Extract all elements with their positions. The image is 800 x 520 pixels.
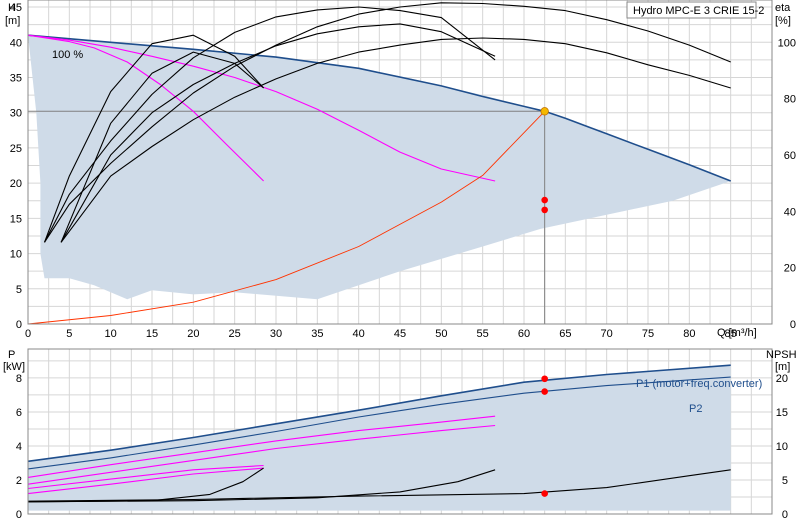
head-series-eff-8 (60, 23, 496, 243)
head-tick-label: 10 (10, 249, 22, 261)
power-envelope (28, 365, 731, 511)
power-series (27, 364, 731, 503)
head-chart-panel: 0 5 10 15 20 25 30 35 40 45 50 55 60 65 70 75 80 85 0 5 10 15… (5, 0, 796, 340)
power-series-curve-3 (27, 424, 496, 485)
power-marker-0 (541, 375, 548, 383)
x-tick-label: 20 (187, 328, 199, 340)
power-tick-label: 2 (16, 475, 22, 487)
x-tick-label: 30 (270, 328, 282, 340)
power-tick-label: 6 (16, 407, 22, 419)
head-tick-label: 15 (10, 213, 22, 225)
head-series-curve-1 (27, 34, 496, 182)
power-tick-label: 0 (16, 509, 22, 520)
head-tick-label: 35 (10, 72, 22, 84)
npsh-tick-label: 0 (782, 509, 788, 520)
x-tick-label: 65 (559, 328, 571, 340)
eta-tick-label: 80 (784, 94, 796, 106)
speed-label: 100 % (52, 49, 83, 61)
x-tick-label: 55 (477, 328, 489, 340)
series-label-p1: P1 (motor+freq.converter) (636, 378, 762, 390)
power-series-curve-4 (27, 464, 264, 490)
head-tick-label: 40 (10, 37, 22, 49)
head-tick-label: 20 (10, 178, 22, 190)
power-chart-panel: 0 2 4 6 8 0 5 10 15 20 P [kW] NPSH [m] P1 (motor+… (3, 348, 797, 520)
x-tick-label: 40 (353, 328, 365, 340)
chart-title: Hydro MPC-E 3 CRIE 15-2 (633, 5, 764, 17)
eta-tick-label: 40 (784, 206, 796, 218)
power-series-p2-1 (27, 376, 731, 470)
power-marker-1 (541, 388, 548, 395)
head-series-eff-9 (60, 51, 264, 243)
eff-marker-1 (541, 206, 548, 214)
eff-marker-0 (541, 196, 548, 204)
x-tick-label: 70 (601, 328, 613, 340)
x-tick-label: 45 (394, 328, 406, 340)
x-tick-label: 50 (435, 328, 447, 340)
head-ticks: 0 5 10 15 20 25 30 35 40 45 50 55 60 65 70 75 80 85 0 5 10 15… (10, 2, 796, 340)
head-plot-frame (27, 0, 773, 325)
head-series-main-0 (27, 34, 731, 182)
eta-tick-label: 0 (790, 319, 796, 331)
x-tick-label: 60 (518, 328, 530, 340)
head-tick-label: 0 (16, 319, 22, 331)
eta-axis-label: eta (775, 2, 791, 14)
duty-point (540, 107, 549, 116)
eta-tick-label: 20 (784, 263, 796, 275)
eta-axis-unit: [%] (775, 15, 791, 27)
head-series-eff-6 (43, 34, 265, 243)
power-series-eff-7 (27, 469, 496, 503)
power-series-eff-6 (27, 469, 731, 502)
x-tick-label: 85 (725, 328, 737, 340)
x-tick-label: 80 (683, 328, 695, 340)
head-series-eff-4 (44, 2, 731, 243)
head-operating-envelope (28, 35, 731, 300)
power-tick-label: 8 (16, 373, 22, 385)
npsh-axis-unit: [m] (775, 361, 790, 373)
power-marker-2 (541, 490, 548, 497)
head-tick-label: 5 (16, 284, 22, 296)
eta-tick-label: 100 (778, 37, 796, 49)
x-tick-label: 25 (229, 328, 241, 340)
head-axis-unit: [m] (5, 15, 20, 27)
head-series-eff-5 (44, 6, 496, 243)
head-series-eff-7 (60, 37, 731, 243)
power-ticks: 0 2 4 6 8 0 5 10 15 20 (16, 373, 788, 520)
eta-tick-label: 60 (784, 150, 796, 162)
x-tick-label: 10 (105, 328, 117, 340)
head-tick-label: 45 (10, 2, 22, 14)
x-tick-label: 35 (311, 328, 323, 340)
power-axis-unit: [kW] (3, 361, 25, 373)
head-envelope (28, 35, 731, 300)
power-tick-label: 4 (16, 441, 22, 453)
head-series-curve-2 (27, 34, 264, 182)
flow-axis-label: Q [m³/h] (717, 327, 757, 339)
power-series-curve-5 (27, 467, 264, 495)
npsh-tick-label: 20 (776, 373, 788, 385)
head-series (27, 2, 731, 325)
head-axis-label: H (8, 2, 16, 14)
power-series-eff-8 (27, 467, 264, 503)
power-axis-label: P (8, 349, 15, 361)
npsh-tick-label: 10 (776, 441, 788, 453)
power-plot-frame (27, 348, 773, 515)
power-operating-envelope (28, 365, 731, 511)
npsh-tick-label: 5 (782, 475, 788, 487)
power-series-curve-2 (27, 415, 496, 478)
head-series-system-3 (27, 110, 546, 325)
x-tick-label: 15 (146, 328, 158, 340)
x-tick-label: 0 (25, 328, 31, 340)
chart-title-box (626, 1, 757, 19)
x-tick-label: 5 (66, 328, 72, 340)
series-label-p2: P2 (689, 403, 702, 415)
head-tick-label: 25 (10, 143, 22, 155)
npsh-tick-label: 15 (776, 407, 788, 419)
npsh-axis-label: NPSH (766, 349, 797, 361)
head-tick-label: 30 (10, 108, 22, 120)
power-series-main-0 (27, 364, 731, 463)
x-tick-label: 75 (642, 328, 654, 340)
